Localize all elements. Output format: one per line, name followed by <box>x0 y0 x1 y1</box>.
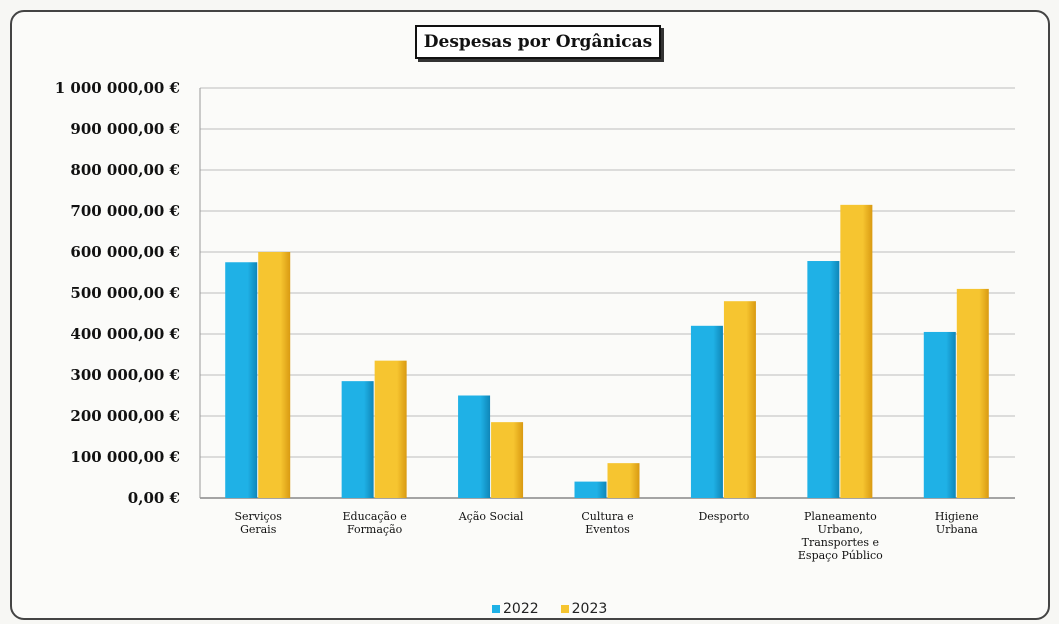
bar-2022-1 <box>341 381 374 498</box>
bar-2022-6 <box>923 331 956 498</box>
bar-2023-0 <box>258 252 291 498</box>
x-tick-label: Eventos <box>585 523 630 536</box>
x-tick-label: Urbana <box>936 523 978 536</box>
gridlines <box>199 87 1015 499</box>
x-tick-label: Gerais <box>240 523 277 536</box>
bar-2022-0 <box>225 262 258 498</box>
y-tick-label: 100 000,00 € <box>70 448 180 466</box>
bar-2023-3 <box>607 463 640 498</box>
bar-2023-4 <box>723 301 756 498</box>
y-tick-label: 300 000,00 € <box>70 366 180 384</box>
x-tick-label: Planeamento <box>804 510 877 523</box>
x-tick-label: Cultura e <box>581 510 633 523</box>
y-tick-label: 700 000,00 € <box>70 202 180 220</box>
y-tick-label: 0,00 € <box>128 489 180 507</box>
legend-swatch-2022 <box>492 605 500 613</box>
y-tick-label: 400 000,00 € <box>70 325 180 343</box>
bar-2023-2 <box>491 422 524 498</box>
legend-swatch-2023 <box>560 605 569 613</box>
x-tick-label: Serviços <box>234 510 282 523</box>
x-tick-label: Formação <box>347 523 403 536</box>
y-tick-label: 900 000,00 € <box>70 120 180 138</box>
x-tick-label: Higiene <box>935 510 979 523</box>
y-tick-label: 500 000,00 € <box>70 284 180 302</box>
x-tick-label: Educação e <box>343 510 407 523</box>
legend-item-2023: 2023 <box>560 601 608 617</box>
chart-title: Despesas por Orgânicas <box>415 25 661 59</box>
chart-frame <box>10 10 1050 620</box>
legend: 2022 2023 <box>492 601 607 617</box>
x-tick-label: Urbano, <box>818 523 863 536</box>
x-tick-label: Espaço Público <box>798 549 883 562</box>
y-axis-ticks: 0,00 € 100 000,00 € 200 000,00 € 300 000,00… <box>55 79 180 507</box>
bars <box>225 204 989 498</box>
bar-2022-5 <box>807 261 840 498</box>
legend-label-2023: 2023 <box>571 601 608 617</box>
bar-2022-3 <box>574 481 607 498</box>
x-tick-label: Desporto <box>698 510 749 523</box>
y-tick-label: 800 000,00 € <box>70 161 180 179</box>
bar-2023-1 <box>374 360 407 498</box>
y-tick-label: 600 000,00 € <box>70 243 180 261</box>
x-tick-label: Ação Social <box>458 510 524 523</box>
y-tick-label: 200 000,00 € <box>70 407 180 425</box>
bar-2022-4 <box>690 325 723 498</box>
bar-2023-6 <box>956 288 989 498</box>
legend-label-2022: 2022 <box>503 601 539 617</box>
y-tick-label: 1 000 000,00 € <box>55 79 180 97</box>
x-tick-label: Transportes e <box>802 536 879 549</box>
legend-item-2022: 2022 <box>492 601 539 617</box>
bar-2023-5 <box>840 204 873 498</box>
bar-2022-2 <box>458 395 491 498</box>
